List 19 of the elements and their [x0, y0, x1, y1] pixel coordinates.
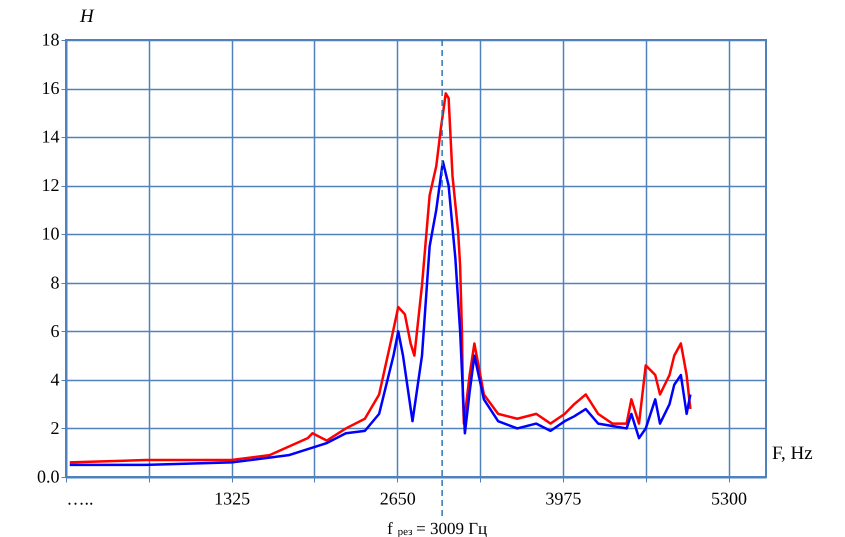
x-tick-label: 5300	[711, 488, 747, 508]
y-tick-label: 18	[42, 30, 60, 50]
y-tick-label: 14	[42, 126, 60, 147]
y-tick-label: 10	[42, 224, 60, 244]
x-tick-label: …..	[66, 488, 94, 508]
y-tick-label: 12	[42, 175, 60, 196]
y-axis-title: H	[79, 6, 95, 27]
x-tick-label: 3975	[545, 488, 582, 508]
y-tick-label: 4	[50, 369, 60, 390]
y-tick-label: 16	[42, 78, 60, 98]
x-tick-label: 2650	[380, 488, 416, 508]
y-tick-label: 6	[50, 320, 60, 341]
line-series	[68, 92, 692, 464]
x-axis-title: F, Hz	[772, 443, 813, 464]
line-series	[68, 160, 692, 466]
y-tick-label: 8	[50, 272, 60, 292]
y-tick-label: 2	[50, 418, 60, 438]
y-tick-label: 0.0	[37, 466, 60, 486]
x-tick-label: 1325	[214, 488, 250, 508]
